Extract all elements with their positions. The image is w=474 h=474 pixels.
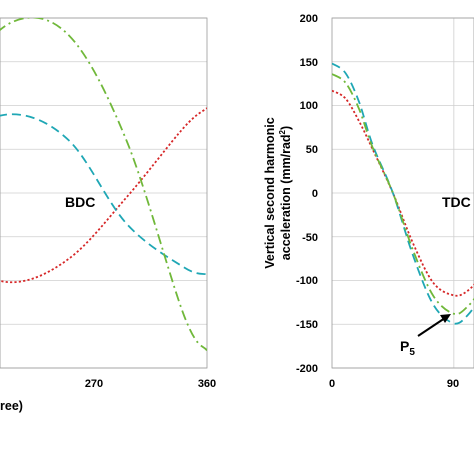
left-xtick-270: 270 bbox=[85, 378, 103, 390]
left-series-0-line bbox=[0, 107, 207, 284]
p5-arrow-shaft bbox=[417, 317, 446, 337]
left-series-2-line bbox=[0, 18, 207, 352]
tdc-label: TDC bbox=[442, 194, 471, 210]
right-ytick-50: 50 bbox=[306, 144, 318, 156]
right-ytick-200: 200 bbox=[300, 13, 318, 25]
right-y-axis-label: Vertical second harmonic bbox=[263, 117, 277, 268]
right-y-axis-label-end: ) bbox=[279, 126, 293, 130]
right-grid bbox=[332, 17, 474, 369]
right-plot-frame bbox=[331, 17, 474, 369]
right-y-axis-label-line2: acceleration (mm/rad bbox=[279, 134, 293, 260]
right-xtick-90: 90 bbox=[447, 378, 459, 390]
right-y-axis-label-2: acceleration (mm/rad2) bbox=[278, 126, 293, 260]
right-series bbox=[332, 62, 474, 325]
p5-arrow-head bbox=[440, 314, 451, 323]
p5-arrow bbox=[417, 314, 451, 337]
right-ytick-minus150: -150 bbox=[296, 319, 318, 331]
right-plot: 200 150 100 50 0 -50 -100 -150 -200 0 90… bbox=[263, 13, 474, 390]
right-ytick-0: 0 bbox=[312, 188, 318, 200]
right-xtick-0: 0 bbox=[329, 378, 335, 390]
right-series-0-line bbox=[332, 89, 474, 297]
bdc-label: BDC bbox=[65, 194, 95, 210]
left-xtick-360: 360 bbox=[198, 378, 216, 390]
right-ytick-150: 150 bbox=[300, 57, 318, 69]
left-plot-frame bbox=[0, 17, 208, 369]
right-ytick-minus200: -200 bbox=[296, 363, 318, 375]
left-plot: 270 360 ree) BDC bbox=[0, 17, 216, 413]
left-series bbox=[0, 18, 207, 352]
right-series-1-line bbox=[332, 62, 474, 325]
right-ytick-minus100: -100 bbox=[296, 275, 318, 287]
right-y-axis-label-sup: 2 bbox=[278, 129, 287, 134]
right-y-axis-label-line1: Vertical second harmonic bbox=[263, 117, 277, 268]
p5-label-main: P bbox=[400, 338, 409, 354]
p5-label-sub: 5 bbox=[409, 347, 415, 358]
right-series-2-line bbox=[332, 73, 474, 316]
left-x-axis-label: ree) bbox=[0, 399, 23, 413]
left-series-1-line bbox=[0, 113, 207, 276]
right-ytick-minus50: -50 bbox=[302, 232, 318, 244]
left-grid bbox=[0, 17, 207, 369]
p5-label: P5 bbox=[400, 338, 415, 358]
right-ytick-100: 100 bbox=[300, 100, 318, 112]
